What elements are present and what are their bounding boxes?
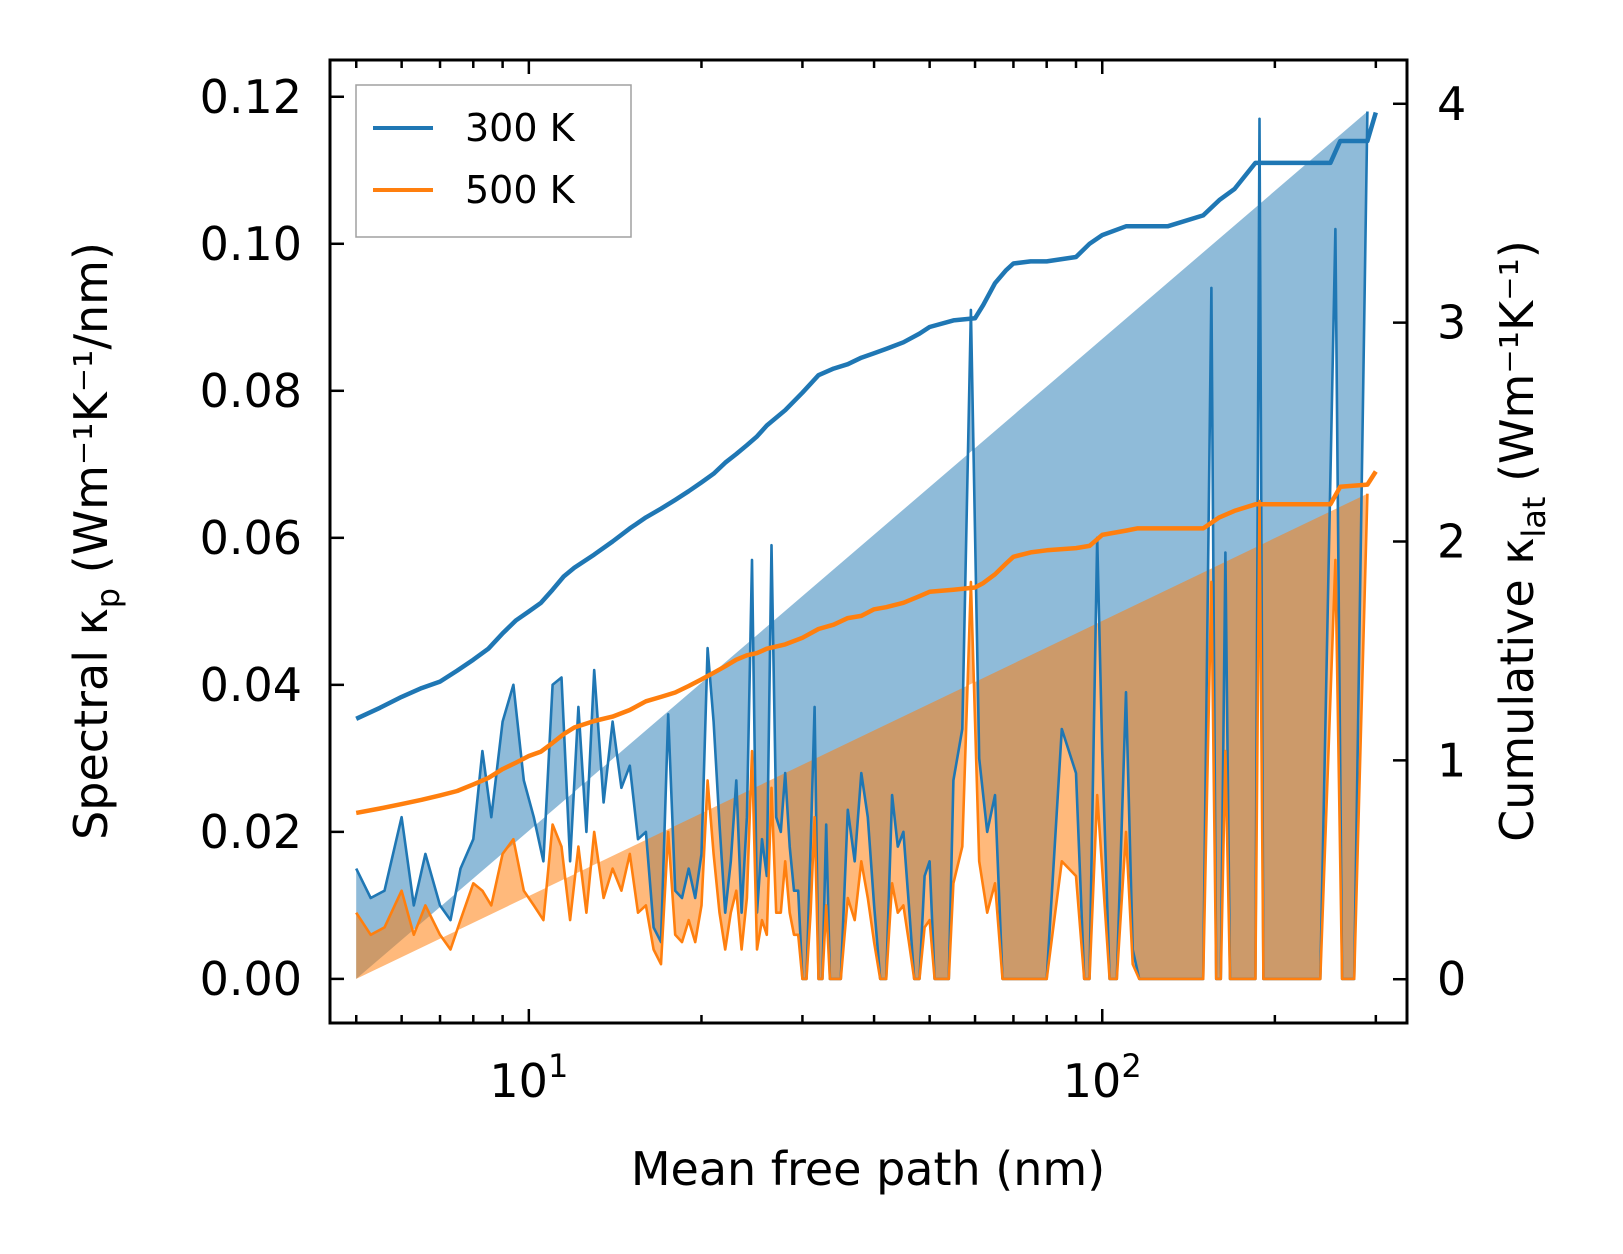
y-left-label-unit: (Wm⁻¹K⁻¹/nm) [64, 242, 118, 588]
cumulative-line-500k [355, 470, 1378, 816]
y-left-tick-label: 0.00 [200, 952, 302, 1006]
y-axis-right-label: Cumulative κlat (Wm⁻¹K⁻¹) [1490, 240, 1553, 842]
legend-label-500k: 500 K [465, 168, 576, 212]
x-tick-label-base: 10 [489, 1054, 548, 1108]
y-right-label-unit: (Wm⁻¹K⁻¹) [1490, 240, 1544, 496]
x-axis-label: Mean free path (nm) [631, 1142, 1105, 1196]
cumulative-line-300k [355, 111, 1378, 721]
y-left-tick-label: 0.12 [200, 70, 302, 124]
y-left-label-subscript: p [89, 588, 127, 608]
x-tick-label: 102 [1063, 1047, 1142, 1108]
x-tick-label-base: 10 [1063, 1054, 1122, 1108]
y-right-label-main: Cumulative κ [1490, 538, 1544, 842]
axis-ticks [330, 60, 1407, 1023]
y-left-tick-label: 0.06 [200, 511, 302, 565]
y-left-tick-label: 0.04 [200, 658, 302, 712]
y-axis-left-label: Spectral κp (Wm⁻¹K⁻¹/nm) [64, 242, 127, 840]
y-right-tick-label: 0 [1437, 952, 1466, 1006]
spectral-fill-500k [356, 493, 1368, 979]
cumulative-lines [355, 111, 1378, 816]
legend-box [355, 84, 632, 238]
y-left-tick-label: 0.02 [200, 805, 302, 859]
plot-area [355, 111, 1378, 981]
y-right-tick-label: 2 [1437, 515, 1466, 569]
y-left-tick-label: 0.08 [200, 364, 302, 418]
x-tick-label-exponent: 1 [548, 1047, 568, 1085]
y-right-tick-label: 4 [1437, 77, 1466, 131]
legend: 300 K 500 K [355, 84, 632, 238]
x-tick-label: 101 [489, 1047, 568, 1108]
y-left-label-main: Spectral κ [64, 608, 118, 840]
legend-label-300k: 300 K [465, 106, 576, 150]
spectral-line-500k [355, 493, 1369, 981]
x-tick-label-exponent: 2 [1121, 1047, 1141, 1085]
y-right-tick-label: 3 [1437, 296, 1466, 350]
y-left-tick-label: 0.10 [200, 217, 302, 271]
y-right-label-subscript: lat [1515, 497, 1553, 538]
y-right-tick-label: 1 [1437, 733, 1466, 787]
